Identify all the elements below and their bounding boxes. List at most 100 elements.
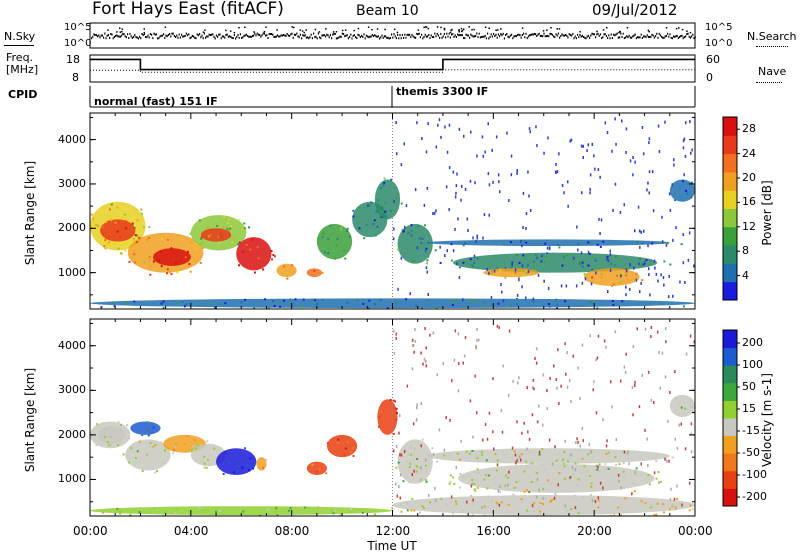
echo-speckle [556,307,559,309]
echo-speckle [153,507,156,510]
echo-speckle [308,506,311,509]
nsky-point [91,37,93,40]
nsky-point [553,35,555,38]
echo-speckle [102,511,104,514]
nsky-point [164,36,166,39]
scatter-speckle [437,123,439,127]
scatter-speckle [644,261,646,265]
echo-speckle [427,255,430,258]
echo-speckle [547,479,550,482]
nsky-point [115,34,117,37]
echo-speckle [162,300,165,303]
echo-speckle [365,223,368,226]
echo-speckle [315,470,318,473]
scatter-speckle [405,204,408,208]
echo-speckle [423,460,426,463]
colorbar-tick-label: 20 [742,171,756,184]
echo-speckle [116,507,119,510]
echo-speckle [127,437,130,440]
scatter-speckle [560,284,563,288]
scatter-speckle [421,137,423,141]
echo-speckle [676,498,679,500]
echo-speckle [245,464,248,467]
nsky-point [229,35,231,38]
scatter-speckle [528,437,531,441]
axis-ticks [89,113,696,516]
echo-speckle [209,301,212,304]
scatter-speckle [521,431,523,435]
nsky-point [611,37,613,40]
nsky-point [301,37,303,40]
scatter-speckle [425,458,427,462]
nsky-point [272,33,274,36]
scatter-speckle [520,239,522,243]
echo-speckle [368,299,371,302]
scatter-speckle [599,175,601,179]
echo-speckle [184,256,187,259]
scatter-speckle [667,419,669,423]
echo-speckle [538,453,541,456]
echo-speckle [134,462,137,465]
echo-speckle [495,501,498,504]
nsky-point [433,36,435,39]
nsky-point [586,35,588,38]
nsearch-point [229,30,232,32]
nsky-point [425,35,427,38]
nsearch-point [546,29,548,31]
nsky-point [142,34,144,37]
nsky-point [151,33,153,36]
echo-speckle [590,485,593,488]
nsky-point [146,36,148,39]
nsky-point [106,34,108,37]
nsearch-point [648,30,650,33]
echo-speckle [383,181,386,184]
scatter-speckle [625,269,628,273]
nsky-point [223,35,225,38]
scatter-speckle [393,351,396,355]
scatter-speckle [662,276,665,280]
nsky-point [631,36,633,39]
echo-speckle [589,493,592,496]
colorbar-segment [723,488,737,507]
echo-speckle [455,503,458,506]
scatter-speckle [648,137,651,141]
echo-speckle [715,506,717,508]
nsky-point [177,36,179,39]
nsearch-point [450,29,452,32]
scatter-speckle [529,130,531,134]
echo-speckle [451,303,454,306]
nsky-point [157,37,159,40]
echo-speckle [597,506,600,509]
scatter-speckle [425,364,428,368]
echo-speckle [109,218,112,221]
nsky-point [509,34,511,37]
nsky-point [161,34,163,37]
echo-speckle [675,507,678,510]
nsky-point [610,33,612,36]
nsky-point [112,37,114,40]
nsky-point [367,35,369,38]
nsky-point [667,32,669,35]
echo-speckle [114,221,117,224]
echo-speckle [614,264,617,267]
scatter-speckle [664,457,666,461]
colorbar-segment [723,263,737,283]
echo-speckle [149,441,152,444]
nsky-point [341,32,343,35]
nsearch-point [371,28,373,31]
echo-speckle [516,303,519,306]
nsky-label: N.Sky [4,30,36,43]
echo-speckle [502,243,505,246]
scatter-speckle [592,388,594,392]
echo-speckle [395,466,398,469]
nsky-point [393,33,395,36]
nsky-point [573,37,575,40]
echo-speckle [517,480,520,483]
scatter-speckle [590,282,593,286]
nsky-point [557,32,559,35]
scatter-speckle [461,184,463,188]
scatter-speckle [558,402,560,405]
echo-speckle [490,500,493,503]
echo-speckle [198,219,201,222]
scatter-speckle [537,273,540,277]
